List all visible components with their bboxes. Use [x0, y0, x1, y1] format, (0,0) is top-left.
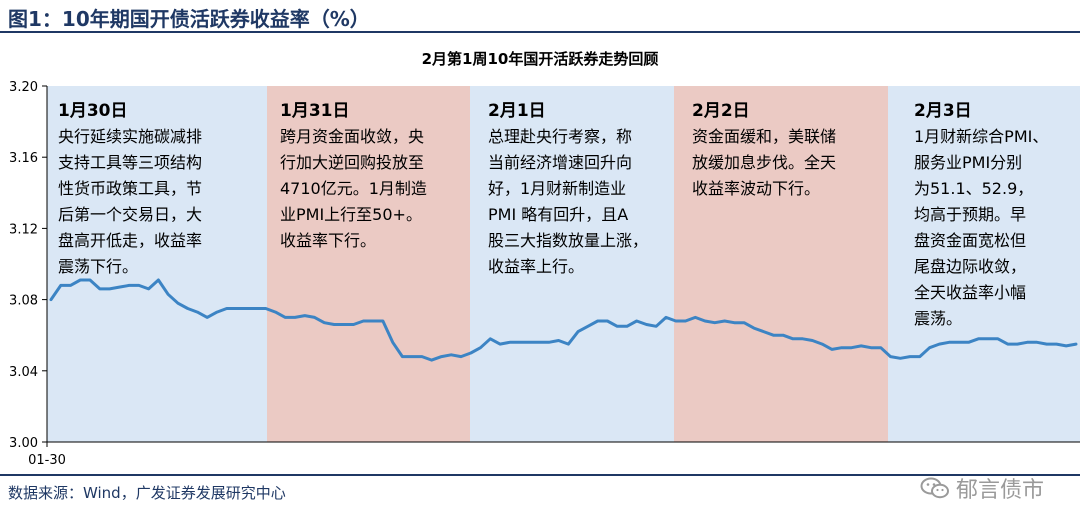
- watermark: 郁言债市: [920, 472, 1044, 504]
- band-date-label: 2月3日: [914, 101, 972, 121]
- band-annotation-line: 放缓加息步伐。全天: [692, 153, 836, 172]
- band-2: [267, 86, 470, 442]
- band-annotation-line: PMI 略有回升，且A: [488, 205, 628, 224]
- band-annotation-line: 性货币政策工具，节: [58, 179, 202, 198]
- source-note: 数据来源：Wind，广发证券发展研究中心: [8, 484, 286, 502]
- bottom-rule: [0, 474, 1080, 476]
- band-annotation-line: 当前经济增速回升向: [488, 153, 632, 172]
- band-annotation-line: 资金面缓和，美联储: [692, 127, 836, 146]
- band-annotation-line: 盘高开低走，收益率: [58, 231, 202, 250]
- band-annotation-line: 总理赴央行考察，称: [488, 127, 632, 146]
- watermark-text: 郁言债市: [955, 478, 1044, 503]
- band-annotation-line: 均高于预期。早: [914, 205, 1026, 224]
- band-annotation-line: 后第一个交易日，大: [58, 205, 202, 224]
- band-3: [470, 86, 674, 442]
- figure-title: 图1：10年期国开债活跃券收益率（%）: [8, 7, 370, 31]
- band-date-label: 1月30日: [58, 101, 128, 121]
- band-4: [674, 86, 888, 442]
- yield-series-line: [49, 278, 1078, 362]
- wechat-icon: [920, 477, 949, 499]
- band-annotation-line: 震荡。: [914, 309, 962, 328]
- band-annotation-line: 为51.1、52.9，: [914, 179, 1033, 198]
- band-annotation-line: 业PMI上行至50+。: [280, 205, 422, 224]
- band-annotation-line: 跨月资金面收敛，央: [280, 127, 424, 146]
- band-annotation-line: 央行延续实施碳减排: [58, 127, 202, 146]
- band-5: [888, 86, 1080, 442]
- top-rule: [0, 31, 1080, 33]
- band-date-label: 2月1日: [488, 101, 546, 121]
- y-tick-label: 3.04: [9, 365, 38, 380]
- band-annotation-line: 服务业PMI分别: [914, 153, 1022, 172]
- band-annotation-line: 盘资金面宽松但: [914, 231, 1026, 250]
- chart-title: 2月第1周10年国开活跃券走势回顾: [422, 50, 659, 68]
- y-tick-label: 3.00: [9, 436, 38, 451]
- y-tick-label: 3.16: [9, 151, 38, 166]
- band-annotation-line: 收益率波动下行。: [692, 179, 820, 198]
- band-annotation-line: 震荡下行。: [58, 257, 138, 276]
- band-annotation-line: 尾盘边际收敛，: [914, 257, 1026, 276]
- y-tick-label: 3.12: [9, 222, 38, 237]
- band-annotation-line: 1月财新综合PMI、: [914, 127, 1048, 146]
- band-1: [47, 86, 267, 442]
- band-annotation-line: 支持工具等三项结构: [58, 153, 202, 172]
- band-annotation-line: 全天收益率小幅: [914, 283, 1026, 302]
- band-annotation-line: 收益率上行。: [488, 257, 584, 276]
- band-annotation-line: 股三大指数放量上涨，: [488, 231, 648, 250]
- band-annotation-line: 4710亿元。1月制造: [280, 179, 427, 198]
- x-tick-label: 01-30: [28, 453, 66, 468]
- band-annotation-line: 行加大逆回购投放至: [280, 153, 424, 172]
- line-chart: 2月第1周10年国开活跃券走势回顾 3.20 3.16 3.12 3.08 3.04 3.0…: [9, 50, 1080, 468]
- band-date-label: 1月31日: [280, 101, 350, 121]
- band-annotation-line: 收益率下行。: [280, 231, 376, 250]
- band-annotation-line: 好，1月财新制造业: [488, 179, 626, 198]
- band-date-label: 2月2日: [692, 101, 750, 121]
- y-tick-label: 3.20: [9, 80, 38, 95]
- y-tick-label: 3.08: [9, 294, 38, 309]
